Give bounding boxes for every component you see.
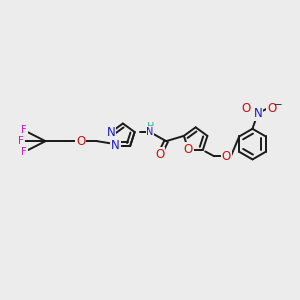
- Text: O: O: [242, 102, 250, 115]
- Text: O: O: [184, 143, 193, 156]
- Text: O: O: [222, 150, 231, 163]
- Text: O: O: [155, 148, 164, 161]
- Text: F: F: [21, 147, 27, 158]
- Text: F: F: [21, 125, 27, 135]
- Text: N: N: [146, 127, 154, 137]
- Text: N: N: [111, 140, 120, 152]
- Text: F: F: [18, 136, 24, 146]
- Text: N: N: [254, 107, 262, 120]
- Text: O: O: [267, 102, 277, 115]
- Text: −: −: [273, 100, 282, 110]
- Text: O: O: [76, 135, 86, 148]
- Text: N: N: [107, 125, 116, 139]
- Text: H: H: [147, 122, 154, 132]
